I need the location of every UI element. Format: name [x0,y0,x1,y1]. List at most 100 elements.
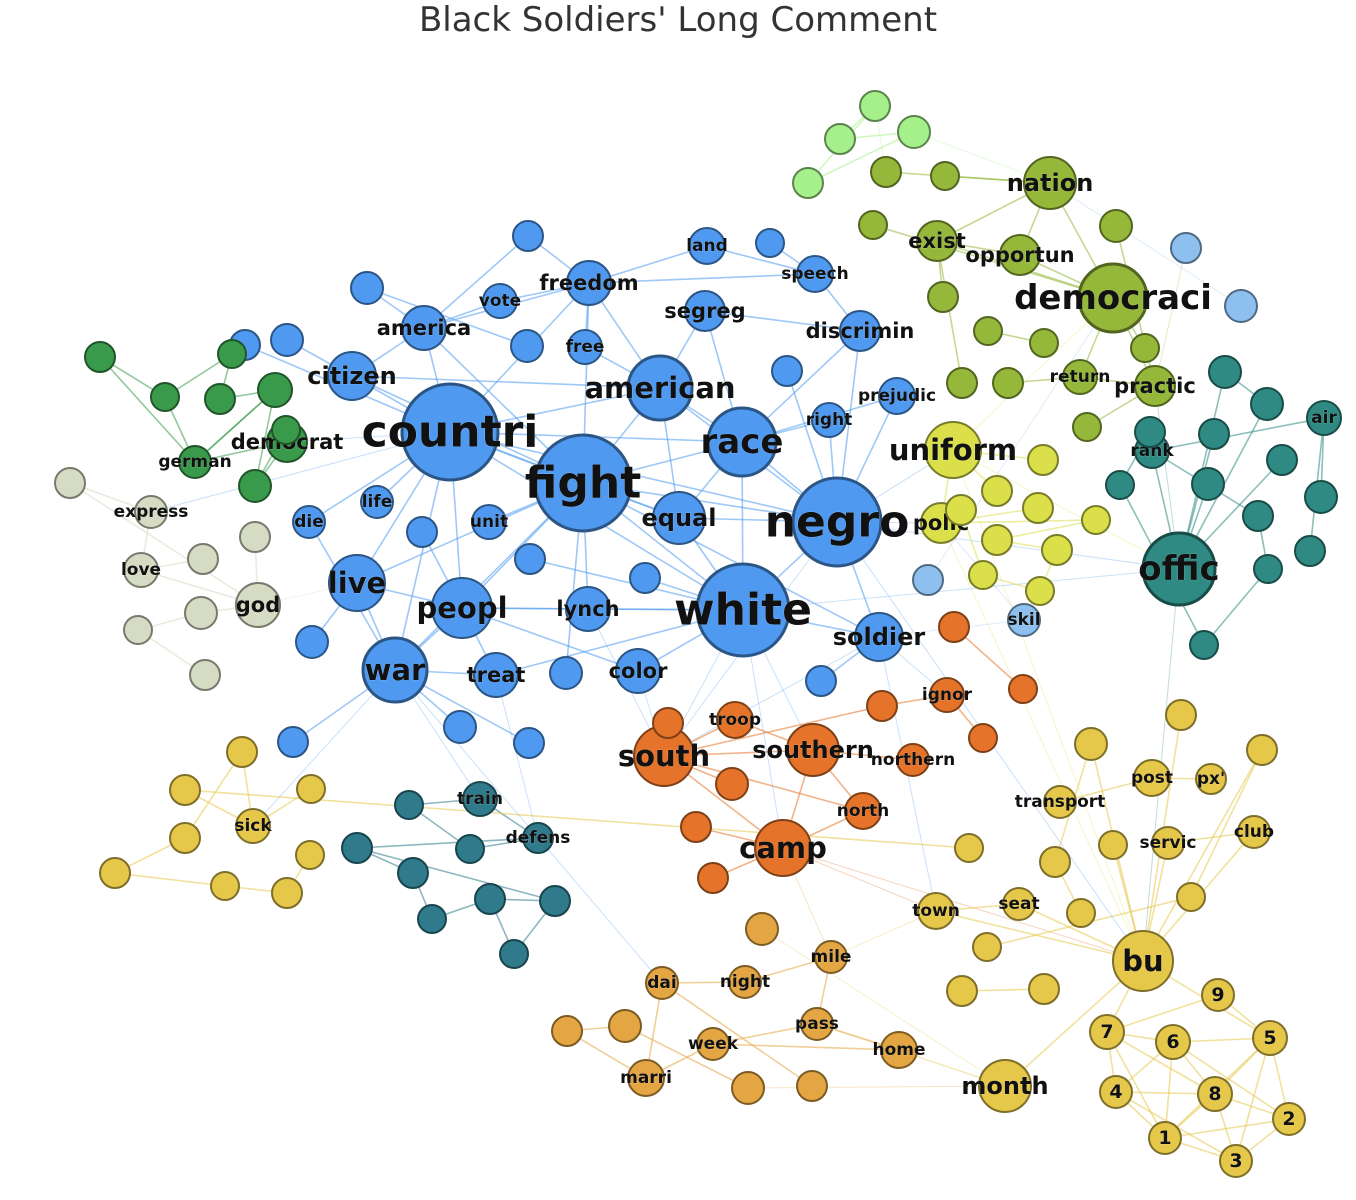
node-g2 [150,382,180,412]
node-circle-yg9 [945,494,977,526]
node-circle-b3 [270,323,304,357]
node-circle-gr6 [189,659,221,691]
node-am2 [551,1015,583,1047]
edge-soldier-south [663,636,880,757]
node-circle-home [880,1031,918,1069]
edge-week-pass [712,1023,818,1045]
node-label-america: america [377,316,471,340]
node-circle-democraci [1077,262,1149,334]
node-god: god [235,582,281,628]
edge-t9-t10 [1203,568,1269,646]
node-war: war [361,636,429,704]
edge-american-citizen [351,375,661,389]
node-g1 [84,341,116,373]
node-circle-n9 [1201,978,1235,1012]
edge-god-gr1 [69,482,259,606]
node-yg1 [1027,444,1059,476]
node-label-southern: southern [752,736,874,764]
node-circle-train [462,781,498,817]
node-circle-uniform [924,421,982,479]
node-unit: unit [470,504,508,540]
node-circle-offic [1141,531,1217,607]
node-circle-b8 [805,665,837,697]
node-circle-citizen [327,351,377,401]
node-label-air: air [1311,408,1337,428]
node-week: week [688,1027,739,1061]
node-circle-b13 [277,726,309,758]
node-circle-o10 [1130,333,1160,363]
edge-rank-air [1151,417,1325,452]
node-circle-or4 [697,862,729,894]
node-circle-war [361,636,429,704]
node-circle-t6 [1242,500,1274,532]
node-g3 [217,339,247,369]
node-freedom: freedom [539,260,639,306]
node-yg8 [968,560,998,590]
node-circle-o2 [930,161,960,191]
node-px: px' [1195,763,1227,795]
node-go9 [99,857,131,889]
node-t2 [1250,387,1284,421]
node-circle-go16 [1176,882,1206,912]
edge-lg2-lg4 [807,131,915,184]
node-circle-t7 [1304,480,1338,514]
node-or8 [1008,674,1038,704]
node-label-camp: camp [739,831,827,865]
node-circle-lg2 [792,167,824,199]
node-circle-o6 [973,316,1003,346]
node-b12 [513,727,545,759]
node-label-life: life [362,492,393,512]
node-transport: transport [1014,785,1106,819]
node-circle-club [1237,815,1271,849]
node-label-bu: bu [1122,944,1163,978]
node-circle-prejudic [878,377,916,415]
node-circle-dt5 [417,904,447,934]
node-label-south: south [618,739,710,773]
node-g5 [257,372,293,408]
node-seat: seat [998,887,1040,921]
node-yg6 [1041,534,1073,566]
node-dt7 [539,885,571,917]
node-circle-b6 [514,543,546,575]
node-circle-sick [235,808,271,844]
node-lynch: lynch [556,586,620,632]
node-exist: exist [908,220,966,262]
node-label-n7: 7 [1100,1021,1113,1043]
node-b13 [277,726,309,758]
node-am4 [731,1071,765,1105]
node-home: home [872,1031,926,1069]
edge-n2-n6 [1172,1041,1290,1120]
node-circle-or5 [866,690,898,722]
node-label-town: town [912,901,960,921]
node-circle-town [917,892,955,930]
node-go17 [972,932,1002,962]
node-circle-color [615,648,661,694]
node-circle-b4 [510,329,544,363]
node-label-defens: defens [506,828,571,848]
node-label-northern: northern [871,750,955,770]
node-circle-or2 [715,767,749,801]
node-circle-o5 [927,281,959,313]
node-ignor: ignor [922,677,973,713]
node-countri: countri [361,382,539,482]
node-g6 [238,469,272,503]
node-b6 [514,543,546,575]
node-circle-yg1 [1027,444,1059,476]
node-negro: negro [764,476,910,568]
node-dt3 [341,832,373,864]
node-southern: southern [752,723,874,777]
node-circle-b14 [549,656,583,690]
node-circle-exist [916,220,958,262]
node-go11 [271,877,303,909]
node-lg1 [859,90,891,122]
node-circle-o11 [946,367,978,399]
node-o11 [946,367,978,399]
node-label-skil: skil [1007,610,1040,630]
node-label-post: post [1131,768,1173,788]
node-label-free: free [566,337,605,357]
node-label-discrimin: discrimin [806,319,915,343]
node-label-democraci: democraci [1014,278,1212,318]
node-go10 [210,871,240,901]
node-label-god: god [236,593,281,617]
